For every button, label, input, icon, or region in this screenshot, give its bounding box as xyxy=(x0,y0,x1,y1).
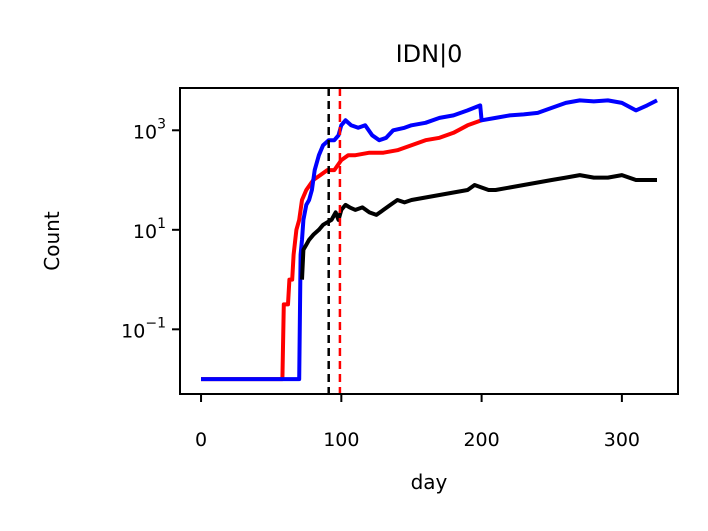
chart-title: IDN|0 xyxy=(396,40,463,68)
y-tick-label: 103 xyxy=(133,116,166,143)
y-axis-label: Count xyxy=(40,211,64,271)
y-tick-label: 10−1 xyxy=(121,315,166,342)
series-line-1 xyxy=(201,98,658,382)
y-tick-label: 101 xyxy=(133,216,166,243)
plot-area xyxy=(201,88,658,394)
x-axis-label: day xyxy=(411,470,448,494)
x-tick-label: 100 xyxy=(323,429,359,451)
series-line-0 xyxy=(201,118,483,382)
series-line-2 xyxy=(300,173,657,280)
y-axis: 10−1 101 103 xyxy=(121,116,180,342)
plot-frame xyxy=(179,87,679,395)
x-tick-label: 300 xyxy=(604,429,640,451)
x-tick-label: 0 xyxy=(195,429,207,451)
x-tick-label: 200 xyxy=(463,429,499,451)
x-axis: 0 100 200 300 xyxy=(195,394,640,451)
